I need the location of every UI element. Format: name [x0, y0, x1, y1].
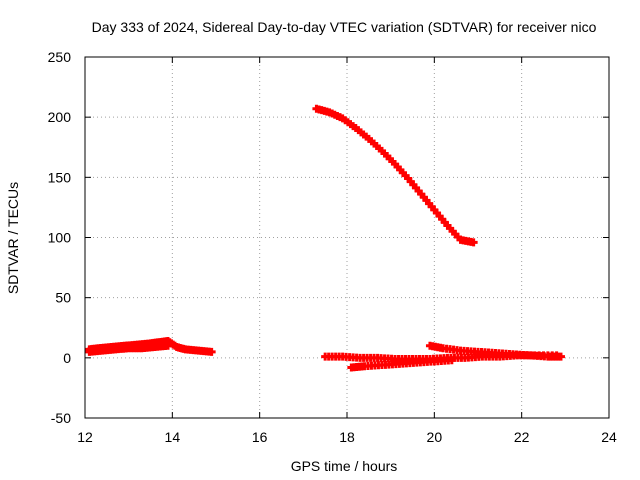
y-tick-label: 100 [48, 230, 72, 246]
y-tick-label: 200 [48, 109, 72, 125]
x-tick-label: 22 [514, 429, 530, 445]
y-tick-label: 0 [63, 350, 71, 366]
data-point-arc-E [556, 352, 565, 361]
data-point-arc-B [469, 238, 478, 247]
x-tick-label: 24 [601, 429, 617, 445]
x-tick-label: 20 [427, 429, 443, 445]
axis-ticks [84, 56, 610, 419]
y-tick-label: 250 [48, 49, 72, 65]
data-point-arc-D [447, 356, 456, 365]
y-tick-label: 50 [55, 290, 71, 306]
tick-labels: 12 14 16 18 20 22 24 -50 0 50 100 150 200 250 [48, 49, 617, 445]
x-tick-label: 18 [339, 429, 355, 445]
y-tick-label: -50 [51, 410, 71, 426]
x-tick-label: 14 [165, 429, 181, 445]
data-point-arc-A [207, 347, 216, 356]
x-axis-label: GPS time / hours [291, 458, 398, 474]
x-tick-label: 12 [77, 429, 93, 445]
data-point-arc-A-low [163, 341, 172, 350]
x-tick-label: 16 [252, 429, 268, 445]
y-axis-label: SDTVAR / TECUs [5, 182, 21, 294]
plot-frame [84, 56, 610, 419]
y-tick-label: 150 [48, 169, 72, 185]
data-points [85, 104, 565, 372]
chart-title: Day 333 of 2024, Sidereal Day-to-day VTE… [92, 19, 597, 35]
